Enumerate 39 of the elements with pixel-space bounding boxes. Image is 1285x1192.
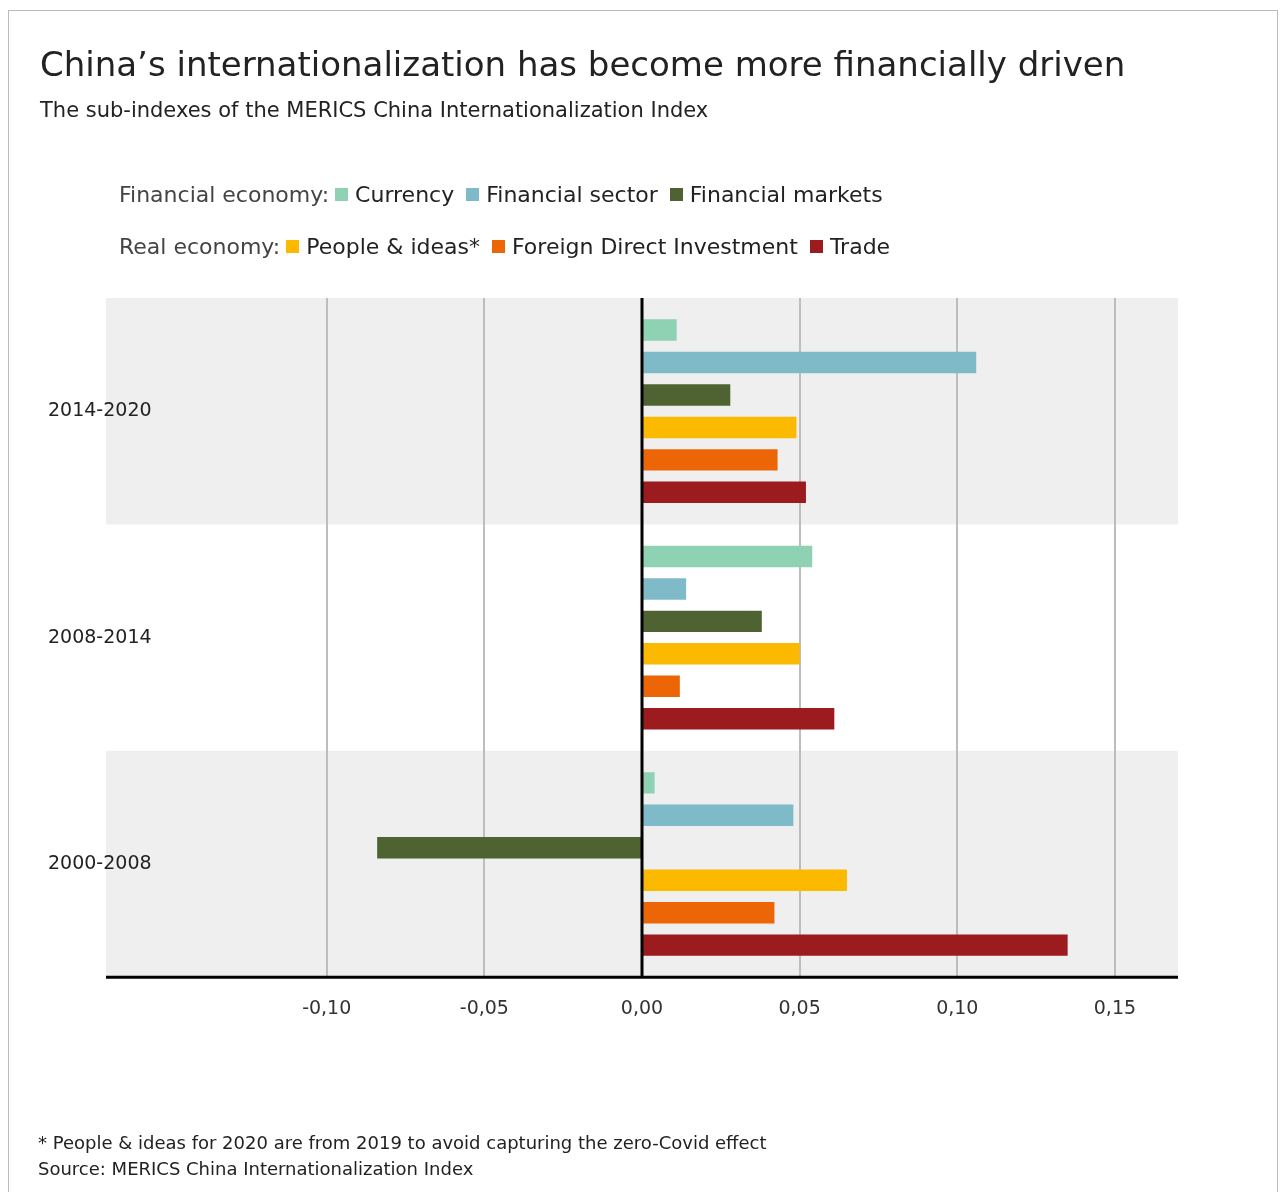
source-note: Source: MERICS China Internationalization Index	[38, 1157, 475, 1181]
x-tick-label: -0,05	[459, 995, 509, 1018]
bar	[643, 772, 655, 794]
legend-label: Financial markets	[689, 181, 883, 207]
bar	[643, 449, 778, 471]
x-tick-label: -0,10	[302, 995, 352, 1018]
x-tick-label: 0,05	[778, 995, 821, 1018]
bar	[643, 934, 1068, 956]
bar	[643, 578, 687, 600]
bar	[643, 416, 797, 439]
legend-label: Financial sector	[486, 181, 658, 207]
text: * People & ideas for 2020 are from 2019 to avoid capturing the zero-Covid effect	[38, 1131, 767, 1155]
bar	[643, 675, 680, 697]
legend-label: Foreign Direct Investment	[511, 233, 798, 259]
legend-label: People & ideas*	[306, 233, 480, 259]
y-tick-label: 2000-2008	[48, 850, 152, 873]
chart-title: China’s internationalization has become more financially driven	[40, 44, 1126, 84]
bar	[643, 901, 775, 924]
text: Real economy:	[119, 233, 281, 259]
bar	[643, 610, 762, 633]
y-tick-label: 2008-2014	[48, 624, 152, 647]
bar	[643, 384, 731, 406]
bar	[643, 804, 794, 827]
legend-label: Currency	[355, 181, 455, 207]
x-tick-label: 0,15	[1093, 995, 1137, 1018]
bar	[643, 643, 800, 665]
bar	[643, 351, 977, 374]
bar	[643, 481, 806, 504]
legend-label: Trade	[829, 233, 891, 259]
x-tick-label: 0,00	[620, 995, 664, 1018]
bar	[643, 545, 813, 568]
text: Financial economy:	[119, 181, 330, 207]
y-tick-label: 2014-2020	[48, 398, 152, 421]
bar	[643, 869, 847, 891]
bar	[643, 319, 677, 341]
bar	[643, 708, 835, 730]
bar	[377, 837, 641, 859]
x-tick-label: 0,10	[936, 995, 979, 1018]
chart-subtitle: The sub-indexes of the MERICS China Internationalization Index	[40, 98, 709, 122]
